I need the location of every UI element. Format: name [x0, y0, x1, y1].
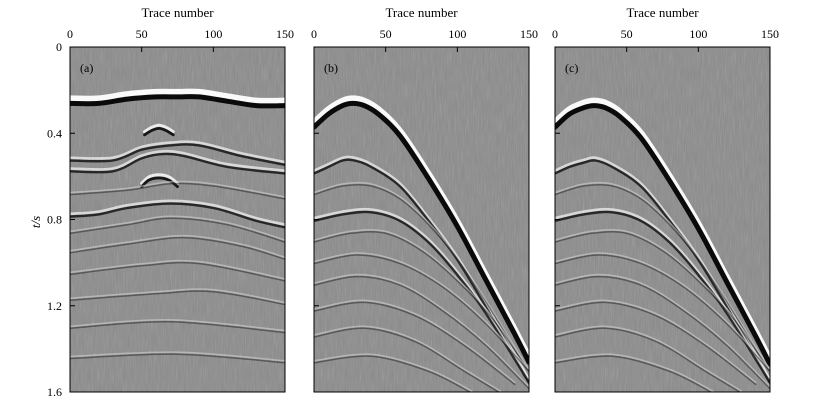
x-tick-label: 0 — [311, 27, 317, 41]
reflection-event — [314, 231, 529, 373]
panel-label: (b) — [324, 61, 338, 75]
reflection-event — [70, 321, 285, 334]
x-tick-label: 100 — [689, 27, 707, 41]
reflection-event — [314, 273, 529, 388]
x-tick-label: 100 — [204, 27, 222, 41]
x-tick-label: 150 — [276, 27, 294, 41]
x-tick-label: 0 — [67, 27, 73, 41]
reflection-event — [314, 100, 529, 365]
reflection-event — [314, 210, 529, 384]
reflection-event — [314, 229, 529, 371]
y-tick-label: 1.6 — [47, 385, 62, 399]
reflection-event — [70, 318, 285, 332]
reflection-event — [555, 299, 757, 384]
reflection-event — [555, 252, 770, 371]
reflection-event — [314, 299, 516, 384]
reflection-event — [555, 210, 770, 384]
x-axis-label: Trace number — [626, 5, 699, 20]
panel-label: (a) — [80, 61, 93, 75]
seismic-section — [555, 47, 770, 392]
x-axis-label: Trace number — [385, 5, 458, 20]
reflection-event — [555, 103, 770, 367]
reflection-event — [70, 288, 285, 304]
reflection-event — [70, 351, 285, 362]
reflection-event — [70, 217, 285, 243]
reflection-event — [555, 301, 757, 386]
reflection-event — [140, 173, 179, 185]
reflection-event — [555, 231, 770, 373]
seismic-section — [314, 47, 529, 392]
y-tick-label: 0.8 — [47, 213, 62, 227]
panels: 0 50 100 150 0 0.4 0.8 1.2 1.6 Trace number (a) 0 50… — [47, 5, 779, 399]
reflection-event — [314, 252, 529, 371]
seismic-section — [70, 47, 285, 392]
reflection-event — [555, 275, 770, 390]
x-axis-label: Trace number — [141, 5, 214, 20]
panel-b: 0 50 100 150 Trace number (b) — [311, 5, 538, 393]
reflection-event — [314, 327, 501, 392]
x-tick-label: 0 — [552, 27, 558, 41]
reflection-event — [70, 149, 285, 172]
reflection-event — [314, 254, 529, 373]
x-tick-label: 150 — [520, 27, 538, 41]
reflection-event — [70, 180, 285, 198]
x-tick-label: 50 — [136, 27, 148, 41]
reflection-event — [555, 355, 713, 392]
reflection-event — [70, 215, 285, 241]
reflection-event — [143, 126, 175, 137]
reflection-event — [555, 229, 770, 371]
y-tick-label: 0.4 — [47, 126, 62, 140]
reflection-event — [555, 325, 743, 392]
y-tick-label: 1.2 — [47, 299, 62, 313]
panel-label: (c) — [565, 61, 578, 75]
panel-c: 0 50 100 150 Trace number (c) — [552, 5, 779, 393]
reflection-event — [70, 353, 285, 364]
reflection-event — [70, 290, 285, 306]
reflection-event — [143, 123, 175, 134]
reflection-event — [70, 140, 285, 164]
panel-a: 0 50 100 150 0 0.4 0.8 1.2 1.6 Trace number (a) — [47, 5, 294, 399]
reflection-event — [70, 88, 285, 104]
reflection-event — [314, 275, 529, 390]
reflection-event — [555, 273, 770, 388]
reflection-event — [70, 152, 285, 175]
reflection-event — [70, 143, 285, 166]
reflection-event — [70, 236, 285, 261]
reflection-event — [555, 183, 764, 362]
x-tick-label: 50 — [621, 27, 633, 41]
reflection-event — [555, 181, 764, 360]
reflection-event — [70, 261, 285, 282]
reflection-event — [314, 325, 502, 392]
reflection-event — [70, 199, 285, 226]
x-tick-label: 50 — [380, 27, 392, 41]
reflection-event — [314, 301, 516, 386]
x-tick-label: 150 — [761, 27, 779, 41]
reflection-event — [555, 353, 714, 392]
reflection-event — [314, 353, 473, 392]
y-axis-label: t/s — [28, 216, 43, 228]
reflection-event — [555, 254, 770, 373]
reflection-event — [314, 181, 523, 360]
reflection-event — [70, 182, 285, 200]
reflection-event — [314, 183, 523, 362]
y-tick-label: 0 — [56, 40, 62, 54]
reflection-event — [314, 355, 472, 392]
reflection-event — [555, 327, 742, 392]
reflection-event — [70, 234, 285, 259]
reflection-event — [70, 94, 285, 109]
reflection-event — [70, 259, 285, 280]
reflection-event — [70, 202, 285, 229]
x-tick-label: 100 — [448, 27, 466, 41]
